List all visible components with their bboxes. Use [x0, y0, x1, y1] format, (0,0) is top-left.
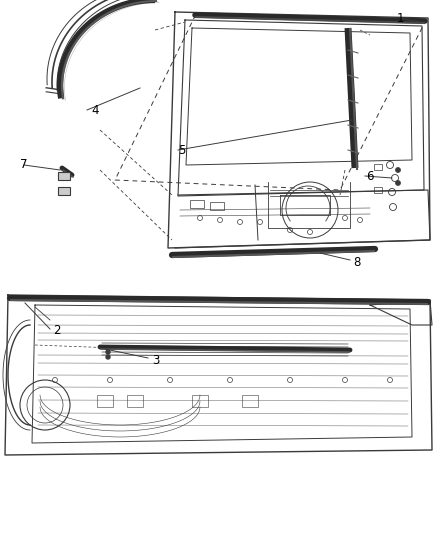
Bar [58, 187, 70, 195]
Text: 3: 3 [152, 353, 160, 367]
Text: 8: 8 [353, 256, 360, 270]
Text: 5: 5 [178, 143, 186, 157]
Bar [190, 200, 204, 208]
Bar [97, 395, 113, 407]
Bar [374, 187, 382, 193]
Text: 1: 1 [396, 12, 404, 25]
Circle shape [396, 181, 400, 185]
Bar [127, 395, 143, 407]
Bar [192, 395, 208, 407]
Circle shape [106, 355, 110, 359]
Text: 4: 4 [91, 103, 99, 117]
Bar [210, 202, 224, 210]
Circle shape [396, 167, 400, 173]
Bar [58, 172, 70, 180]
Bar [242, 395, 258, 407]
Text: 7: 7 [20, 158, 28, 172]
Bar [374, 164, 382, 170]
Circle shape [106, 350, 110, 354]
Text: 6: 6 [366, 169, 374, 182]
Text: 2: 2 [53, 324, 61, 336]
